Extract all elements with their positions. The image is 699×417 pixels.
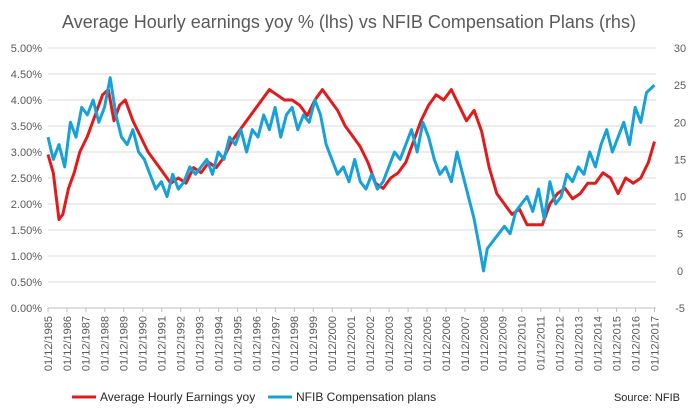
x-tick-label: 01/12/1989 [119, 316, 131, 371]
y-right-tick-label: -5 [675, 303, 685, 315]
x-tick-label: 01/12/2017 [649, 316, 661, 371]
x-tick-label: 01/12/1987 [81, 316, 93, 371]
x-tick-label: 01/12/2011 [536, 316, 548, 370]
x-tick-label: 01/12/2000 [327, 316, 339, 371]
y-left-tick-label: 0.00% [11, 303, 42, 315]
x-tick-label: 01/12/1995 [232, 316, 244, 371]
y-left-tick-label: 3.00% [11, 147, 42, 159]
x-tick-label: 01/12/1988 [100, 316, 112, 371]
y-right-tick-label: 20 [674, 117, 686, 129]
y-left-tick-label: 1.50% [11, 225, 42, 237]
x-tick-label: 01/12/1994 [213, 316, 225, 371]
y-left-tick-label: 2.00% [11, 199, 42, 211]
x-tick-label: 01/12/1990 [138, 316, 150, 371]
axes: 0.00% 0.50% 1.00% 1.50% 2.00% 2.50% 3.00% 3.50%… [11, 43, 686, 371]
x-tick-label: 01/12/1992 [176, 316, 188, 371]
legend: Average Hourly Earnings yoy NFIB Compens… [72, 390, 436, 404]
y-right-tick-label: 30 [674, 43, 686, 55]
y-right-tick-label: 0 [677, 266, 683, 278]
x-tick-label: 01/12/2006 [441, 316, 453, 371]
x-tick-label: 01/12/2008 [479, 316, 491, 371]
x-tick-label: 01/12/1997 [270, 316, 282, 371]
x-tick-label: 01/12/2001 [346, 316, 358, 371]
y-left-tick-label: 4.00% [11, 95, 42, 107]
y-right-tick-label: 25 [674, 80, 686, 92]
y-left-tick-label: 3.50% [11, 121, 42, 133]
source-note: Source: NFIB [614, 392, 680, 404]
y-left-tick-label: 1.00% [11, 251, 42, 263]
x-tick-label: 01/12/2007 [460, 316, 472, 371]
x-tick-label: 01/12/2010 [517, 316, 529, 371]
y-right-tick-label: 5 [677, 229, 683, 241]
x-tick-label: 01/12/1986 [62, 316, 74, 371]
series-line-average-hourly-earnings [46, 88, 656, 227]
series-lines [46, 76, 656, 273]
x-tick-label: 01/12/1999 [308, 316, 320, 371]
y-left-tick-label: 0.50% [11, 277, 42, 289]
y-right-tick-label: 10 [674, 192, 686, 204]
x-tick-label: 01/12/2013 [574, 316, 586, 371]
x-tick-label: 01/12/1991 [157, 316, 169, 371]
x-tick-label: 01/12/1996 [251, 316, 263, 371]
x-tick-label: 01/12/1993 [194, 316, 206, 371]
legend-label-nfib-compensation-plans: NFIB Compensation plans [296, 390, 436, 404]
y-right-tick-label: 15 [674, 154, 686, 166]
x-tick-label: 01/12/2004 [403, 316, 415, 371]
x-tick-label: 01/12/2012 [555, 316, 567, 371]
x-tick-label: 01/12/2014 [592, 316, 604, 371]
x-tick-label: 01/12/2003 [384, 316, 396, 371]
x-tick-label: 01/12/2009 [498, 316, 510, 371]
y-left-tick-label: 5.00% [11, 43, 42, 55]
chart-title: Average Hourly earnings yoy % (lhs) vs N… [62, 12, 636, 32]
x-tick-label: 01/12/2015 [611, 316, 623, 371]
x-tick-label: 01/12/2002 [365, 316, 377, 371]
y-left-tick-label: 4.50% [11, 69, 42, 81]
series-line-nfib-compensation-plans [46, 76, 656, 273]
x-tick-label: 01/12/2016 [630, 316, 642, 371]
y-left-tick-label: 2.50% [11, 173, 42, 185]
x-tick-label: 01/12/2005 [422, 316, 434, 371]
x-tick-label: 01/12/1985 [43, 316, 55, 371]
x-tick-label: 01/12/1998 [289, 316, 301, 371]
legend-label-average-hourly-earnings: Average Hourly Earnings yoy [100, 390, 255, 404]
